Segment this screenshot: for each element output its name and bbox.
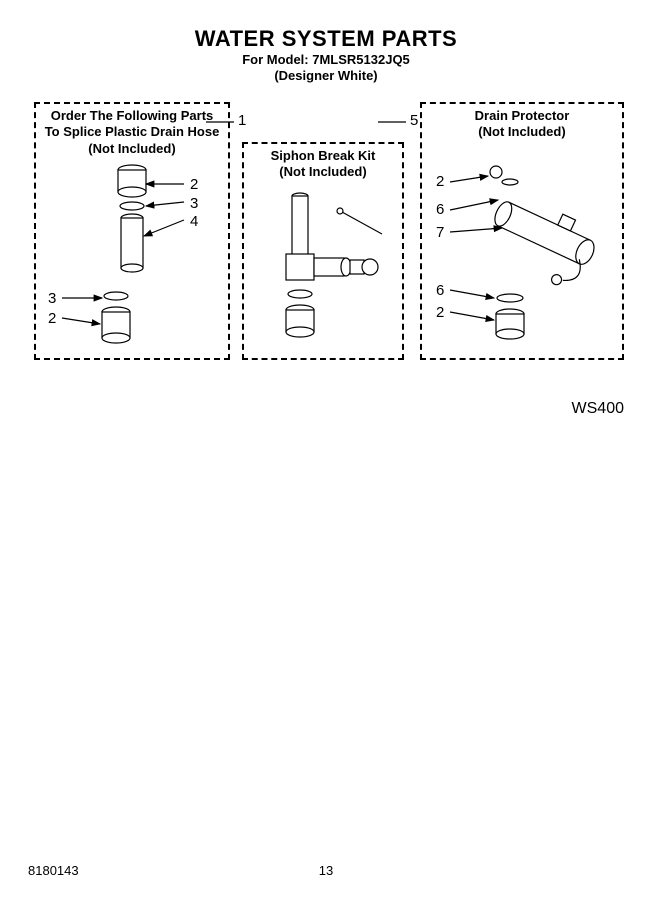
panel2-diagram xyxy=(242,182,404,360)
p1-callout-3b: 3 xyxy=(48,290,56,307)
p3-callout-2b: 2 xyxy=(436,304,444,321)
page-title: WATER SYSTEM PARTS xyxy=(0,26,652,52)
ws-code: WS400 xyxy=(572,400,624,418)
callout-1: 1 xyxy=(238,112,246,129)
panel3-label-l1: Drain Protector xyxy=(475,108,570,123)
model-line: For Model: 7MLSR5132JQ5 xyxy=(0,52,652,67)
panel1-diagram xyxy=(34,156,230,360)
panel1-label: Order The Following Parts To Splice Plas… xyxy=(40,108,224,157)
p1-callout-2a: 2 xyxy=(190,176,198,193)
panel2-label-l2: (Not Included) xyxy=(279,164,366,179)
color-line: (Designer White) xyxy=(0,68,652,83)
p1-callout-3a: 3 xyxy=(190,195,198,212)
p1-callout-2b: 2 xyxy=(48,310,56,327)
panel2-label: Siphon Break Kit (Not Included) xyxy=(246,148,400,181)
panel1-label-l1: Order The Following Parts xyxy=(51,108,214,123)
p3-callout-6b: 6 xyxy=(436,282,444,299)
p3-callout-7: 7 xyxy=(436,224,444,241)
panel3-diagram xyxy=(420,140,624,360)
panel1-label-l3: (Not Included) xyxy=(88,141,175,156)
panel3-label: Drain Protector (Not Included) xyxy=(426,108,618,141)
p3-callout-6a: 6 xyxy=(436,201,444,218)
panel3-label-l2: (Not Included) xyxy=(478,124,565,139)
leader-5 xyxy=(376,116,410,126)
callout-5: 5 xyxy=(410,112,418,129)
page-number: 13 xyxy=(0,863,652,878)
p1-callout-4: 4 xyxy=(190,213,198,230)
p3-callout-2a: 2 xyxy=(436,173,444,190)
panel2-label-l1: Siphon Break Kit xyxy=(271,148,376,163)
panel1-label-l2: To Splice Plastic Drain Hose xyxy=(45,124,220,139)
